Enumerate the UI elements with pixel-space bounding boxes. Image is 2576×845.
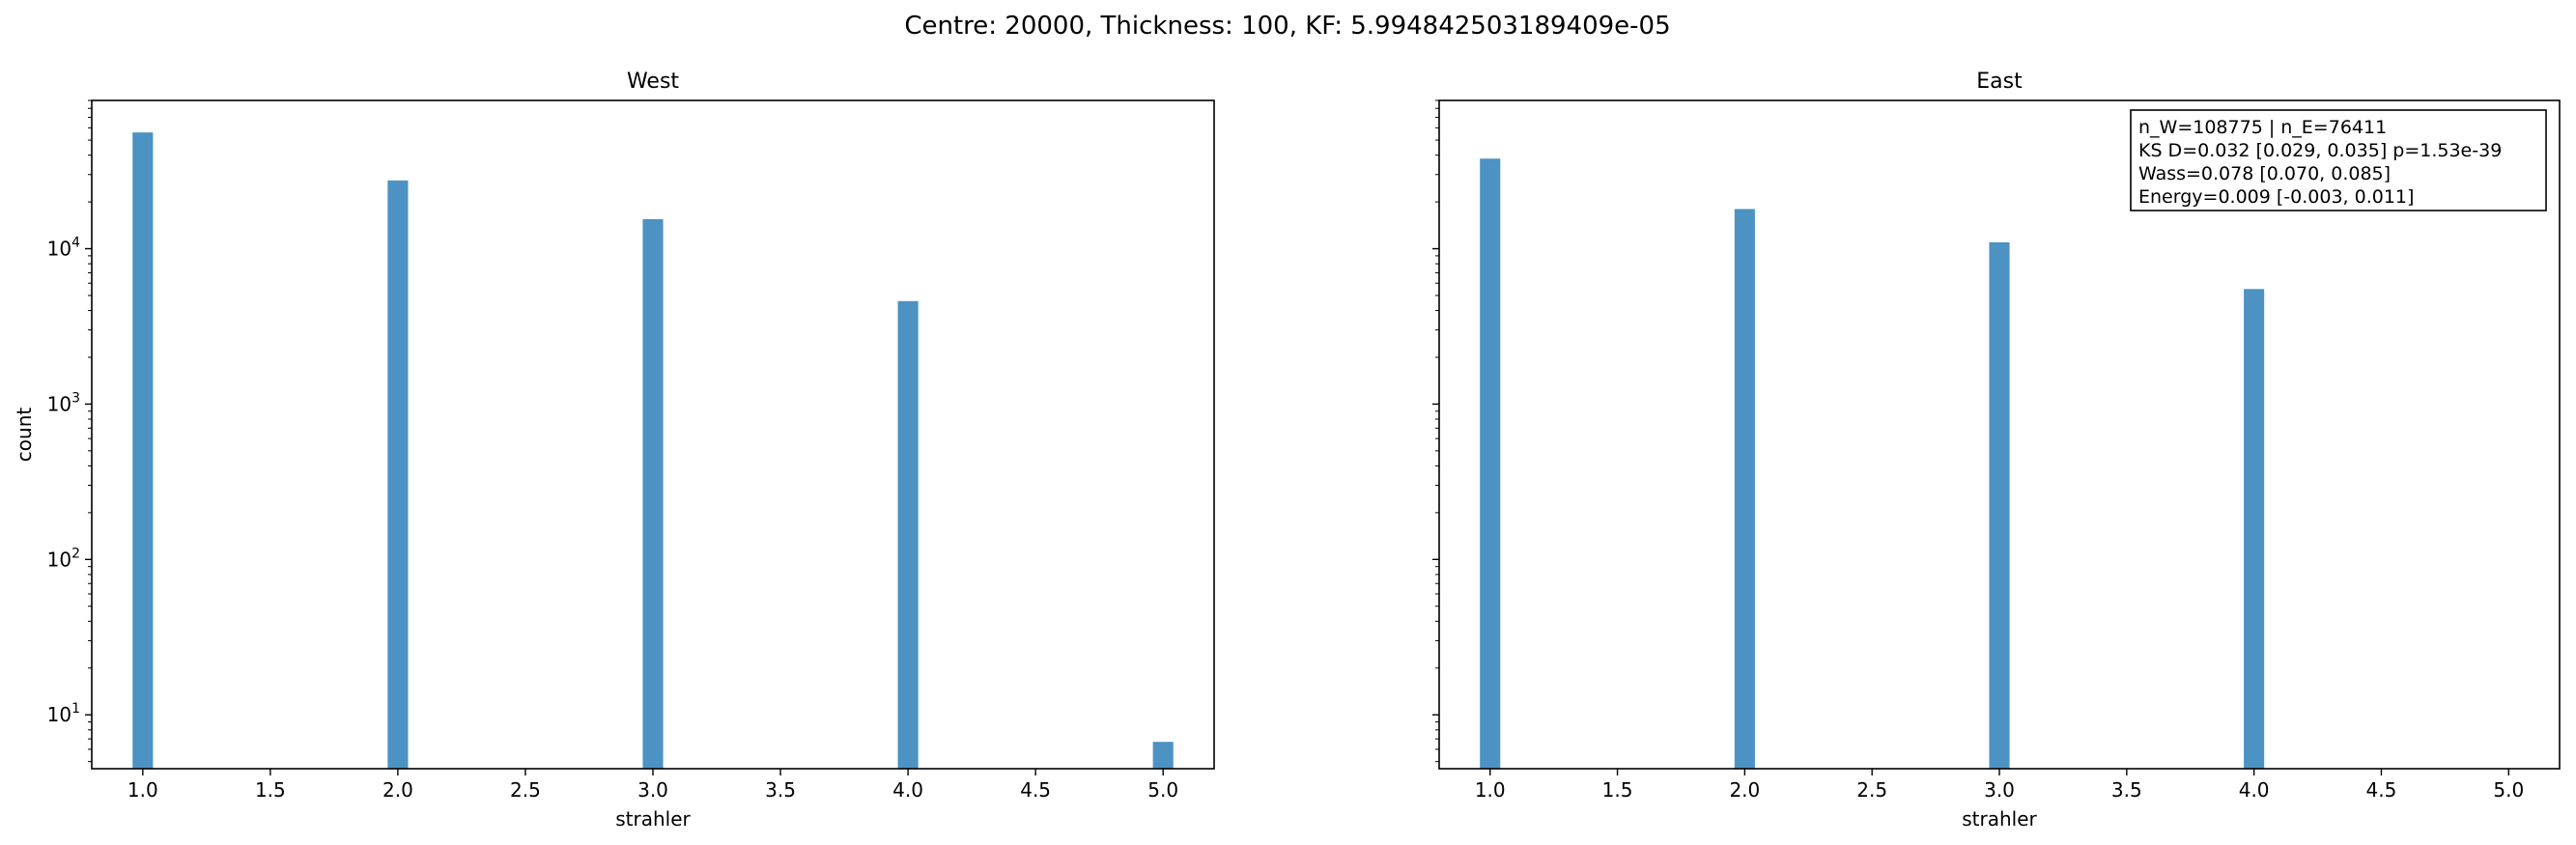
east-bar-strahler-4 xyxy=(2244,289,2265,769)
panel-west: West 1.0 1.5 2.0 2.5 3.0 3.5 4.0 4.5 5.0 1011021… xyxy=(13,70,1215,831)
west-bar-strahler-2 xyxy=(387,180,409,769)
figure-suptitle: Centre: 20000, Thickness: 100, KF: 5.994… xyxy=(904,12,1670,41)
west-xtick-label: 2.5 xyxy=(510,778,541,802)
west-xtick-label: 1.5 xyxy=(255,778,286,802)
annotation-line-3: Wass=0.078 [0.070, 0.085] xyxy=(2138,163,2391,184)
east-xtick-label: 4.5 xyxy=(2366,778,2397,802)
west-xtick-label: 2.0 xyxy=(382,778,413,802)
annotation-line-1: n_W=108775 | n_E=76411 xyxy=(2138,117,2387,138)
annotation-line-2: KS D=0.032 [0.029, 0.035] p=1.53e-39 xyxy=(2138,140,2502,161)
west-xtick-label: 5.0 xyxy=(1147,778,1178,802)
west-bar-strahler-3 xyxy=(642,218,664,769)
panel-east: East 1.0 1.5 2.0 2.5 3.0 3.5 4.0 4.5 5.0 strahle… xyxy=(1432,70,2561,831)
west-xtick-label: 1.0 xyxy=(127,778,158,802)
west-bars xyxy=(132,132,1174,769)
west-bar-strahler-4 xyxy=(897,300,919,769)
west-title: West xyxy=(627,70,679,94)
west-bar-strahler-5 xyxy=(1152,742,1174,769)
west-xtick-label: 4.5 xyxy=(1020,778,1051,802)
east-stats-annotation: n_W=108775 | n_E=76411 KS D=0.032 [0.029… xyxy=(2130,109,2547,211)
east-xlabel: strahler xyxy=(1962,807,2037,831)
west-xtick-label: 3.5 xyxy=(765,778,796,802)
east-xtick-label: 2.0 xyxy=(1729,778,1760,802)
annotation-box xyxy=(2130,109,2547,211)
east-bars xyxy=(1480,158,2265,770)
west-xtick-label: 4.0 xyxy=(892,778,923,802)
west-ytick-label: 103 xyxy=(47,390,80,415)
east-xtick-label: 5.0 xyxy=(2493,778,2524,802)
west-ytick-label: 102 xyxy=(47,546,80,571)
west-x-ticks: 1.0 1.5 2.0 2.5 3.0 3.5 4.0 4.5 5.0 xyxy=(127,769,1178,802)
west-xtick-label: 3.0 xyxy=(637,778,668,802)
west-xlabel: strahler xyxy=(615,807,691,831)
east-xtick-label: 4.0 xyxy=(2239,778,2270,802)
west-ytick-label: 104 xyxy=(47,236,80,261)
east-xtick-label: 2.5 xyxy=(1856,778,1887,802)
east-title: East xyxy=(1976,70,2023,94)
east-xtick-label: 1.5 xyxy=(1602,778,1633,802)
annotation-line-4: Energy=0.009 [-0.003, 0.011] xyxy=(2138,186,2414,208)
west-ytick-label: 101 xyxy=(47,701,80,726)
east-bar-strahler-2 xyxy=(1734,209,1755,769)
west-ylabel: count xyxy=(13,408,36,463)
west-bar-strahler-1 xyxy=(132,132,154,769)
east-bar-strahler-1 xyxy=(1480,158,1501,770)
west-y-ticks: 101 102 103 104 xyxy=(47,99,92,763)
east-x-ticks: 1.0 1.5 2.0 2.5 3.0 3.5 4.0 4.5 5.0 xyxy=(1475,769,2524,802)
east-xtick-label: 1.0 xyxy=(1475,778,1506,802)
east-bar-strahler-3 xyxy=(1989,241,2010,770)
east-xtick-label: 3.0 xyxy=(1984,778,2015,802)
east-y-ticks xyxy=(1432,99,1439,763)
east-xtick-label: 3.5 xyxy=(2111,778,2142,802)
